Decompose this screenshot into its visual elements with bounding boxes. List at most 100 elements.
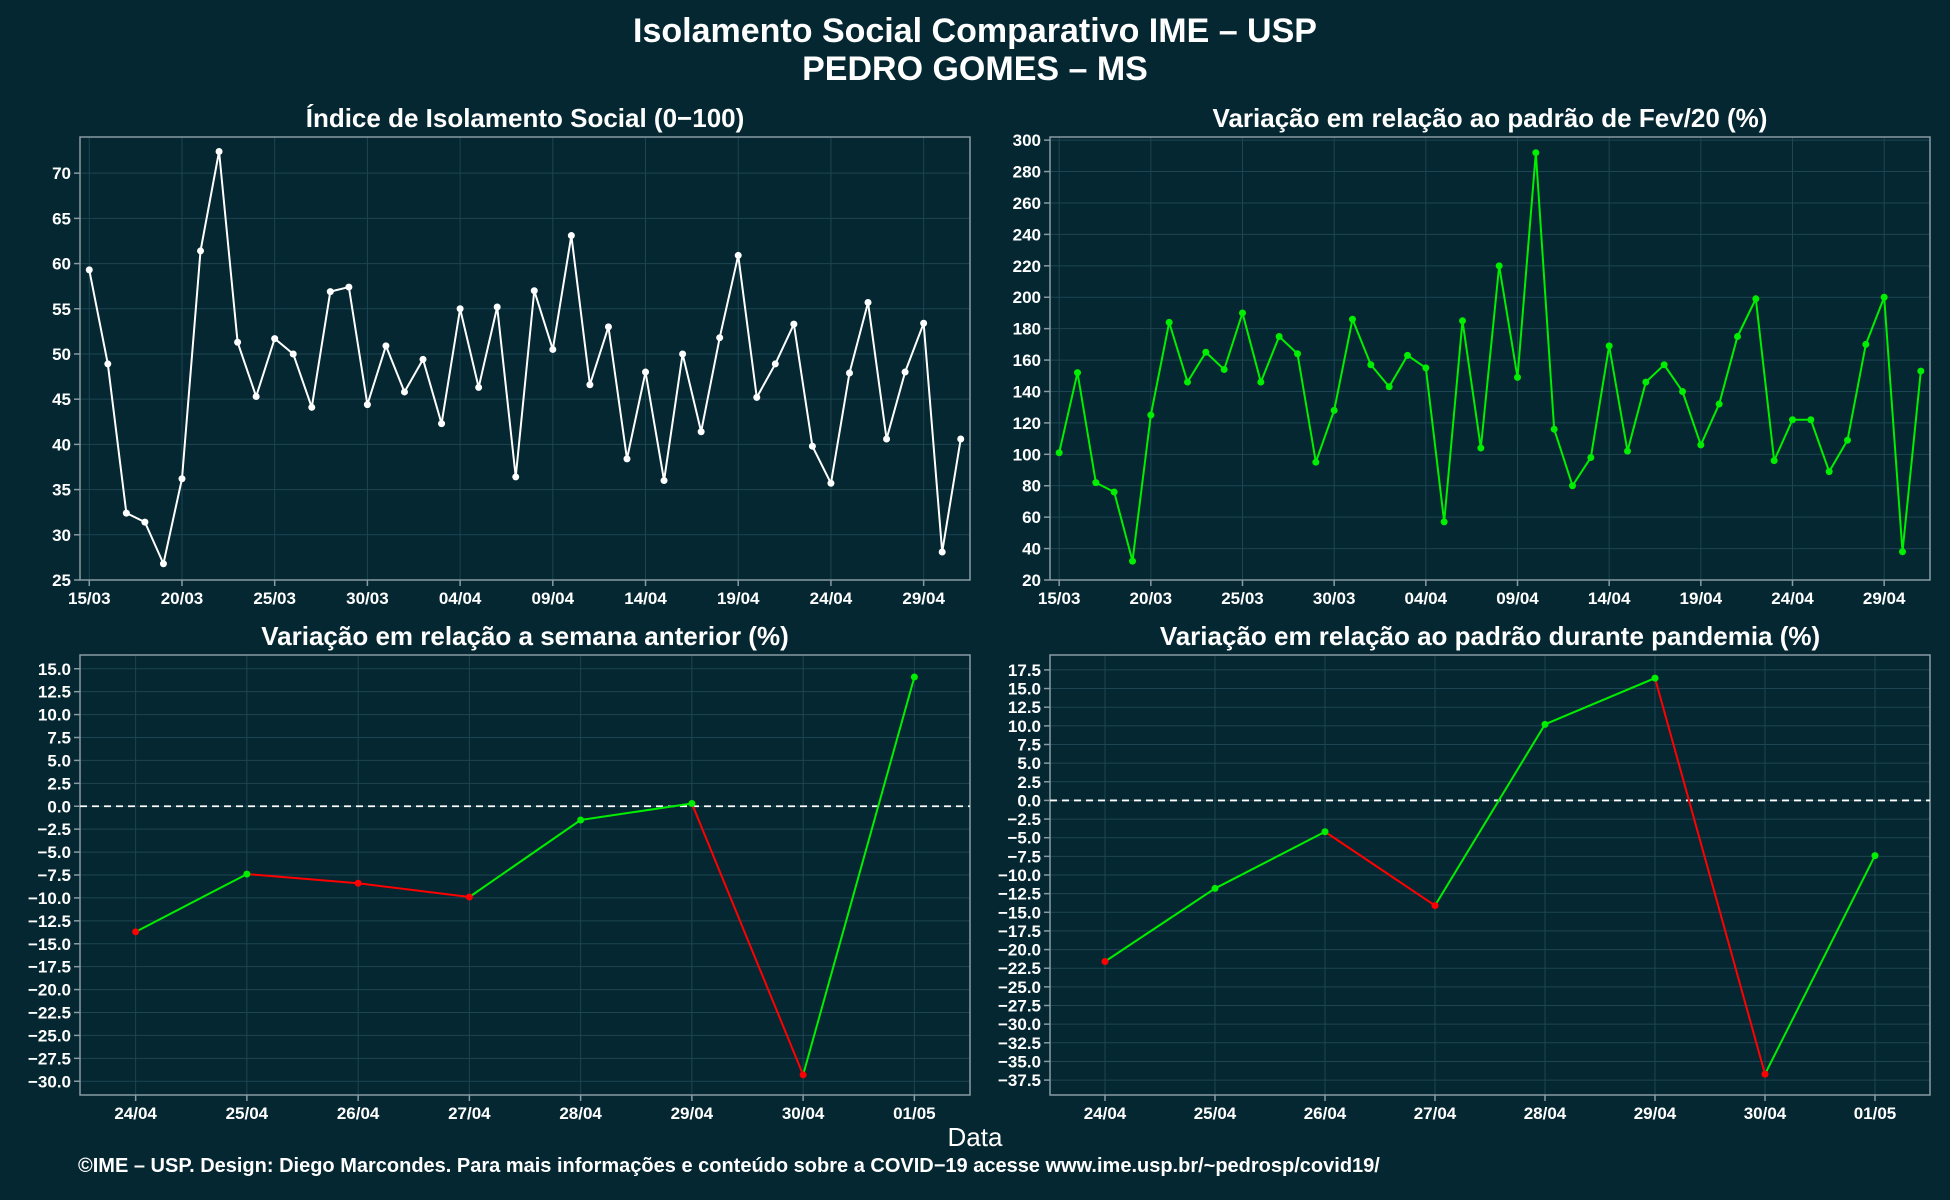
- data-point: [790, 320, 798, 328]
- data-point: [1550, 425, 1558, 433]
- data-point: [1165, 318, 1173, 326]
- y-tick-label: −17.5: [28, 958, 71, 977]
- data-point: [1431, 902, 1439, 910]
- y-tick-label: 60: [52, 255, 71, 274]
- data-point: [475, 383, 483, 391]
- data-point: [1715, 400, 1723, 408]
- data-point: [345, 283, 353, 291]
- x-tick-label: 25/04: [1194, 1104, 1237, 1123]
- y-tick-label: 12.5: [38, 683, 71, 702]
- data-point: [104, 360, 112, 368]
- data-point: [326, 288, 334, 296]
- x-tick-label: 30/04: [782, 1104, 825, 1123]
- series-line: [1058, 152, 1922, 562]
- data-point: [308, 403, 316, 411]
- data-point: [1257, 378, 1265, 386]
- y-tick-label: −12.5: [28, 912, 71, 931]
- data-point: [642, 368, 650, 376]
- y-tick-label: 2.5: [1017, 773, 1041, 792]
- x-tick-label: 26/04: [337, 1104, 380, 1123]
- data-point: [1330, 406, 1338, 414]
- data-point: [1679, 387, 1686, 395]
- x-tick-label: 27/04: [448, 1104, 491, 1123]
- data-point: [289, 350, 297, 358]
- chart-variacao-fev20: Variação em relação ao padrão de Fev/20 …: [1013, 103, 1931, 608]
- x-tick-label: 30/03: [346, 589, 389, 608]
- data-point: [1660, 361, 1668, 369]
- x-tick-label: 25/03: [1221, 589, 1264, 608]
- x-tick-label: 28/04: [559, 1104, 602, 1123]
- chart-variacao-padrao-pandemia: Variação em relação ao padrão durante pa…: [998, 621, 1931, 1123]
- data-point: [530, 287, 538, 295]
- x-tick-label: 27/04: [1414, 1104, 1457, 1123]
- x-tick-label: 30/04: [1744, 1104, 1787, 1123]
- data-point: [660, 477, 668, 485]
- x-tick-label: 24/04: [1771, 589, 1814, 608]
- y-tick-label: 280: [1013, 163, 1041, 182]
- data-point: [799, 1071, 807, 1079]
- data-point: [1697, 441, 1705, 449]
- data-point: [688, 800, 696, 807]
- data-point: [1220, 365, 1228, 373]
- segment-increase: [1434, 723, 1546, 907]
- chart-variacao-semana-anterior: Variação em relação a semana anterior (%…: [28, 621, 971, 1123]
- y-tick-label: −37.5: [998, 1071, 1041, 1090]
- data-point: [1532, 149, 1540, 157]
- y-tick-label: −15.0: [998, 903, 1041, 922]
- data-point: [85, 266, 93, 274]
- data-point: [549, 345, 557, 353]
- y-tick-label: 7.5: [47, 729, 71, 748]
- y-tick-label: −20.0: [998, 941, 1041, 960]
- x-tick-label: 04/04: [1405, 589, 1448, 608]
- y-tick-label: 100: [1013, 445, 1041, 464]
- data-point: [1862, 340, 1870, 348]
- main-title: Isolamento Social Comparativo IME – USP: [633, 12, 1317, 50]
- y-tick-label: −32.5: [998, 1034, 1041, 1053]
- data-point: [1844, 436, 1851, 444]
- y-tick-label: −5.0: [37, 843, 71, 862]
- y-tick-label: 120: [1013, 414, 1041, 433]
- segment-increase: [1104, 887, 1216, 963]
- y-tick-label: 10.0: [38, 706, 71, 725]
- y-tick-label: 10.0: [1008, 717, 1041, 736]
- y-tick-label: 7.5: [1017, 735, 1041, 754]
- y-tick-label: 25: [52, 571, 71, 590]
- chart-title: Variação em relação ao padrão de Fev/20 …: [1213, 103, 1768, 133]
- y-tick-label: −5.0: [1007, 829, 1041, 848]
- data-point: [697, 428, 705, 436]
- x-tick-label: 26/04: [1304, 1104, 1347, 1123]
- data-point: [577, 816, 585, 824]
- data-point: [512, 473, 520, 481]
- y-tick-label: 55: [52, 300, 71, 319]
- y-tick-label: −7.5: [1007, 847, 1041, 866]
- data-point: [1074, 369, 1081, 377]
- data-point: [465, 893, 473, 901]
- data-point: [1202, 348, 1210, 356]
- data-point: [1825, 468, 1833, 476]
- y-tick-label: 140: [1013, 382, 1041, 401]
- y-tick-label: −20.0: [28, 981, 71, 1000]
- data-point: [1385, 383, 1393, 391]
- x-tick-label: 20/03: [1130, 589, 1173, 608]
- data-point: [1495, 262, 1503, 270]
- y-tick-label: 220: [1013, 257, 1041, 276]
- data-point: [1752, 295, 1760, 303]
- data-point: [716, 334, 724, 342]
- data-point: [1367, 361, 1375, 369]
- y-tick-label: 20: [1022, 571, 1041, 590]
- data-point: [178, 475, 186, 483]
- y-tick-label: −12.5: [998, 885, 1041, 904]
- data-point: [271, 335, 279, 343]
- data-point: [1880, 293, 1888, 301]
- x-tick-label: 25/04: [226, 1104, 269, 1123]
- data-point: [1651, 674, 1659, 682]
- data-point: [1275, 333, 1283, 341]
- data-point: [438, 420, 446, 428]
- segment-decrease: [1324, 830, 1436, 907]
- data-point: [1917, 367, 1925, 375]
- x-tick-label: 04/04: [439, 589, 482, 608]
- y-tick-label: 70: [52, 164, 71, 183]
- x-tick-label: 09/04: [1496, 589, 1539, 608]
- segment-decrease: [1654, 677, 1766, 1075]
- data-point: [1807, 416, 1815, 424]
